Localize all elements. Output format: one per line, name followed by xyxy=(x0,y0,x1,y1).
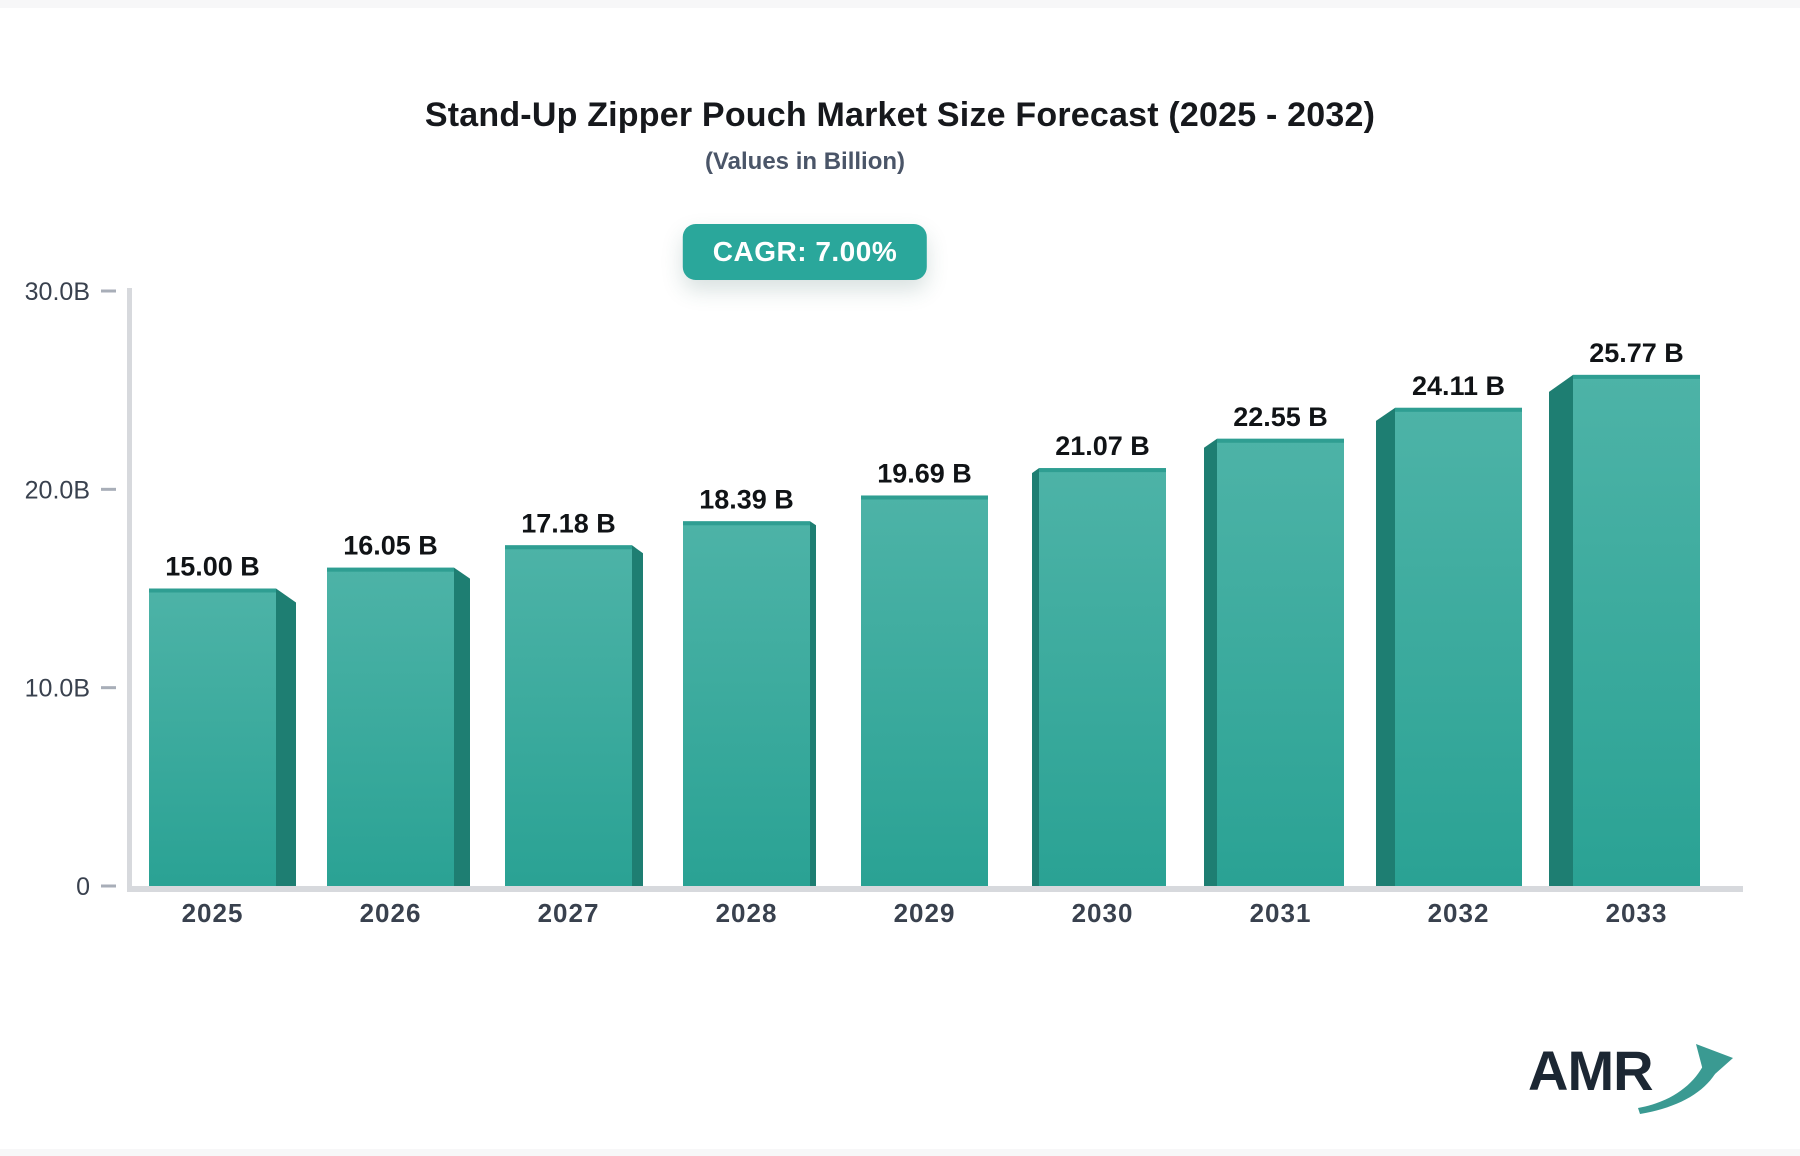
x-axis-line xyxy=(127,886,1743,892)
cagr-badge: CAGR: 7.00% xyxy=(682,224,928,280)
top-edge-strip xyxy=(0,0,1800,8)
bar-face xyxy=(683,521,810,886)
bar-face xyxy=(1395,407,1522,886)
x-axis-label: 2026 xyxy=(360,898,422,928)
bar-3d-side xyxy=(1032,468,1039,891)
amr-logo-text: AMR xyxy=(1528,1039,1654,1102)
bar-3d-side xyxy=(1376,407,1395,892)
bar-3d-side xyxy=(810,521,816,890)
bar-value-label: 18.39 B xyxy=(699,484,794,514)
bar-2026: 16.05 B xyxy=(327,531,470,892)
bar-value-label: 15.00 B xyxy=(165,552,260,582)
bar-top-edge xyxy=(683,521,810,526)
bar-value-label: 22.55 B xyxy=(1233,402,1328,432)
bar-face xyxy=(149,588,276,886)
growth-arrow-icon xyxy=(1638,1044,1733,1114)
y-axis-label: 30.0B xyxy=(25,278,90,306)
bar-value-label: 19.69 B xyxy=(877,458,972,488)
bar-2031: 22.55 B xyxy=(1204,402,1344,892)
bar-value-label: 24.11 B xyxy=(1412,371,1505,401)
bar-top-edge xyxy=(1039,468,1166,473)
bar-top-edge xyxy=(327,567,454,572)
bar-2028: 18.39 B xyxy=(683,484,816,890)
bar-2027: 17.18 B xyxy=(505,508,643,892)
bar-value-label: 25.77 B xyxy=(1589,338,1684,368)
chart-title: Stand-Up Zipper Pouch Market Size Foreca… xyxy=(424,96,1376,134)
bar-3d-side xyxy=(1549,374,1573,892)
x-axis-label: 2031 xyxy=(1250,898,1312,928)
bar-face xyxy=(861,495,988,886)
bar-face xyxy=(1573,374,1700,886)
y-axis-label: 10.0B xyxy=(25,675,90,703)
bar-2029: 19.69 B xyxy=(861,458,988,886)
amr-logo: AMR xyxy=(1528,1032,1738,1122)
bar-3d-side xyxy=(276,588,296,892)
y-tick-mark xyxy=(101,487,116,491)
bottom-edge-strip xyxy=(0,1149,1800,1156)
y-axis-line xyxy=(127,288,132,892)
chart-subtitle: (Values in Billion) xyxy=(704,148,906,175)
bar-3d-side xyxy=(1204,438,1217,892)
bar-3d-side xyxy=(632,545,643,892)
bar-top-edge xyxy=(1573,374,1700,379)
bar-2032: 24.11 B xyxy=(1376,371,1522,892)
bar-3d-side xyxy=(454,567,470,892)
y-tick-mark xyxy=(101,884,116,888)
x-axis-label: 2032 xyxy=(1428,898,1490,928)
x-axis-label: 2030 xyxy=(1072,898,1134,928)
bar-2033: 25.77 B xyxy=(1549,338,1700,892)
bar-value-label: 17.18 B xyxy=(521,508,616,538)
x-axis-label: 2027 xyxy=(538,898,600,928)
bar-2030: 21.07 B xyxy=(1032,431,1166,891)
y-tick-mark xyxy=(101,686,116,690)
bar-face xyxy=(327,567,454,886)
bar-face xyxy=(1217,438,1344,886)
bar-face xyxy=(505,545,632,886)
bar-top-edge xyxy=(505,545,632,550)
bar-value-label: 16.05 B xyxy=(343,531,438,561)
x-axis-label: 2029 xyxy=(894,898,956,928)
y-axis-label: 0 xyxy=(76,873,90,901)
x-axis-label: 2028 xyxy=(716,898,778,928)
bar-value-label: 21.07 B xyxy=(1055,431,1150,461)
bar-top-edge xyxy=(149,588,276,593)
bar-top-edge xyxy=(1395,407,1522,412)
bar-face xyxy=(1039,468,1166,886)
x-axis-label: 2033 xyxy=(1606,898,1668,928)
bar-top-edge xyxy=(1217,438,1344,443)
y-axis-label: 20.0B xyxy=(25,476,90,504)
bar-top-edge xyxy=(861,495,988,500)
x-axis-label: 2025 xyxy=(182,898,244,928)
y-tick-mark xyxy=(101,289,116,293)
bar-2025: 15.00 B xyxy=(149,552,296,892)
